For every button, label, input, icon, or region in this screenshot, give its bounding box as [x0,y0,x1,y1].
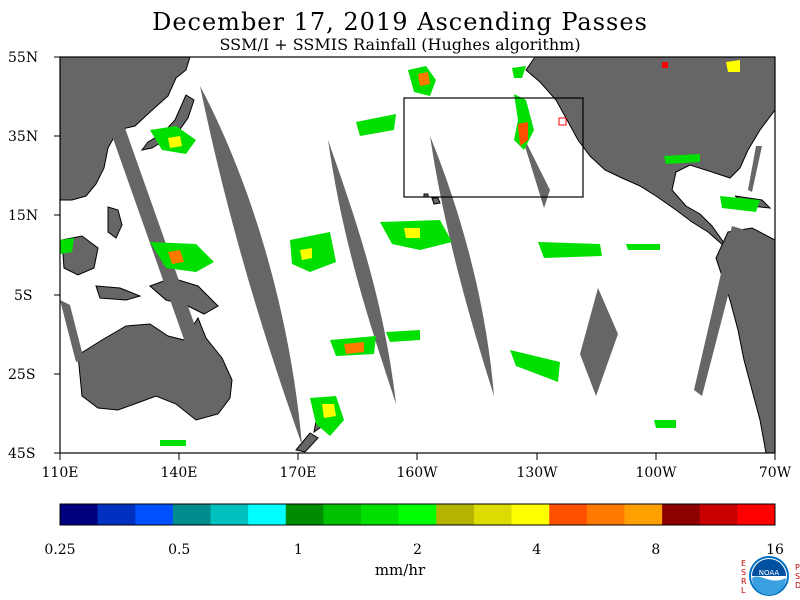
colorbar-unit: mm/hr [374,561,426,579]
lon-label-70w: 70W [759,465,792,481]
colorbar-label: 16 [766,542,784,558]
colorbar-label: 1 [294,542,303,558]
swath-gap-2 [200,86,302,445]
colorbar-swatch [436,504,475,525]
colorbar-swatch [699,504,738,525]
colorbar [59,503,776,526]
swath-gap-9 [60,300,84,362]
colorbar-swatch [549,504,588,525]
swath-gap-1 [110,128,200,345]
lon-label-160w: 160W [396,465,438,481]
lat-label-35n: 35N [8,129,38,145]
colorbar-swatch [60,504,99,525]
colorbar-label: 4 [532,542,541,558]
map-title: December 17, 2019 Ascending Passes [152,8,648,36]
colorbar-swatch [323,504,362,525]
lon-label-130w: 130W [516,465,558,481]
colorbar-frame [59,503,776,526]
noaa-logo-text: NOAA [759,569,780,577]
map-subtitle: SSM/I + SSMIS Rainfall (Hughes algorithm… [219,35,581,54]
swath-gap-3 [328,140,396,404]
swath-gap-5 [520,130,550,208]
noaa-logo: NOAA [749,556,789,596]
colorbar-swatch [285,504,324,525]
colorbar-swatch [361,504,400,525]
colorbar-label: 0.25 [44,542,75,558]
colorbar-swatch [586,504,625,525]
colorbar-swatch [248,504,287,525]
colorbar-labels: 0.25 0.5 1 2 4 8 16 [44,542,784,558]
swath-gap-4 [430,136,494,396]
lat-label-25s: 25S [8,367,35,383]
colorbar-swatch [97,504,136,525]
lat-label-15n: 15N [8,208,38,224]
land-australia [77,316,233,421]
land-masses [59,56,776,454]
region-box [403,97,584,198]
land-philippines [107,206,123,239]
colorbar-swatch [398,504,437,525]
station-marker [558,117,567,126]
lon-label-170e: 170E [280,465,317,481]
land-indonesia [61,235,142,301]
lon-label-100w: 100W [635,465,677,481]
colorbar-swatch [624,504,663,525]
swath-gap-8 [748,146,762,192]
colorbar-swatch [210,504,249,525]
lat-label-55n: 55N [8,50,38,66]
colorbar-swatch [172,504,211,525]
swath-gap-6 [580,288,618,396]
colorbar-label: 8 [651,542,660,558]
axis-ticks [54,56,776,460]
lat-label-5s: 5S [14,288,33,304]
swath-gap-7 [694,226,745,396]
colorbar-swatch [737,504,776,525]
colorbar-swatch [135,504,174,525]
rain-areas [60,60,760,446]
colorbar-swatch [511,504,550,525]
lon-label-140e: 140E [161,465,198,481]
colorbar-label: 2 [413,542,422,558]
swath-gaps [60,86,762,445]
colorbar-swatch [662,504,701,525]
colorbar-swatch [473,504,512,525]
lon-label-110e: 110E [42,465,79,481]
colorbar-label: 0.5 [168,542,190,558]
lat-label-45s: 45S [8,446,35,462]
